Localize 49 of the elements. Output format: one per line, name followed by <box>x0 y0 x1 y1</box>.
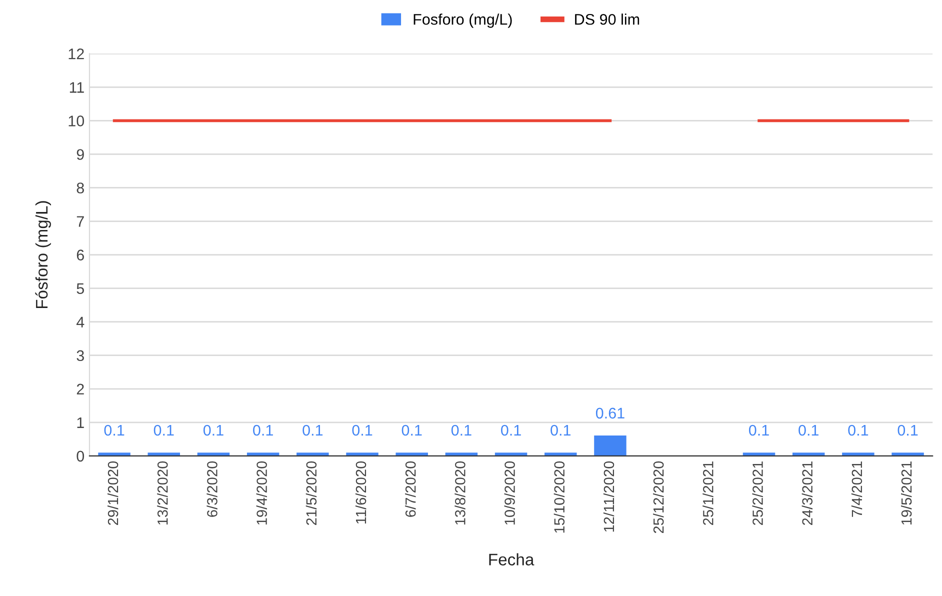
y-tick-label: 0 <box>76 450 84 462</box>
data-label: 0.1 <box>748 424 769 436</box>
y-tick-label: 10 <box>68 116 84 126</box>
x-tick-label: 29/1/2020 <box>107 461 118 525</box>
x-tick-label: 21/5/2020 <box>306 461 317 525</box>
data-label: 0.1 <box>402 424 422 436</box>
data-label: 0.1 <box>848 424 868 436</box>
y-tick-label: 9 <box>76 149 84 160</box>
y-tick-label: 8 <box>76 182 84 194</box>
x-tick-label: 25/2/2021 <box>752 462 763 525</box>
y-tick-label: 5 <box>76 283 84 294</box>
data-label: 0.1 <box>550 424 571 436</box>
x-tick-label: 19/5/2021 <box>900 462 912 525</box>
y-tick-label: 1 <box>77 417 84 428</box>
legend-label: DS 90 lim <box>575 14 640 25</box>
x-tick-label: 10/9/2020 <box>504 461 515 525</box>
data-label: 0.1 <box>451 424 472 436</box>
y-tick-label: 12 <box>68 48 84 60</box>
data-label: 0.1 <box>203 424 224 436</box>
x-tick-label: 13/2/2020 <box>157 461 168 525</box>
x-tick-label: 6/3/2020 <box>206 461 218 517</box>
x-tick-label: 25/1/2021 <box>702 462 714 525</box>
x-tick-label: 11/6/2020 <box>355 461 366 524</box>
legend-label: Fosforo (mg/L) <box>414 14 512 28</box>
x-tick-label: 25/12/2020 <box>653 461 664 534</box>
data-label: 0.1 <box>352 424 372 436</box>
y-tick-label: 3 <box>76 350 84 362</box>
data-label: 0.1 <box>253 424 273 436</box>
y-tick-label: 6 <box>76 250 84 260</box>
y-tick-label: 2 <box>76 384 84 394</box>
x-tick-label: 7/4/2021 <box>851 462 862 517</box>
data-label: 0.1 <box>898 424 918 436</box>
y-tick-label: 11 <box>70 82 84 93</box>
x-tick-label: 24/3/2021 <box>802 462 813 525</box>
data-label: 0.1 <box>104 424 124 436</box>
data-label: 0.61 <box>596 408 624 419</box>
data-label: 0.1 <box>154 424 174 436</box>
data-label: 0.1 <box>501 424 521 436</box>
x-tick-label: 6/7/2020 <box>405 461 416 517</box>
x-tick-label: 13/8/2020 <box>454 461 466 525</box>
x-tick-label: 19/4/2020 <box>256 461 267 525</box>
data-label: 0.1 <box>302 424 323 436</box>
x-axis-title: Fecha <box>489 553 534 566</box>
x-tick-label: 15/10/2020 <box>554 461 565 533</box>
x-tick-label: 12/11/2020 <box>603 461 614 532</box>
y-axis-title: Fósforo (mg/L) <box>35 201 51 308</box>
y-tick-label: 4 <box>76 316 84 328</box>
data-label: 0.1 <box>798 424 818 436</box>
y-tick-label: 7 <box>76 216 84 227</box>
